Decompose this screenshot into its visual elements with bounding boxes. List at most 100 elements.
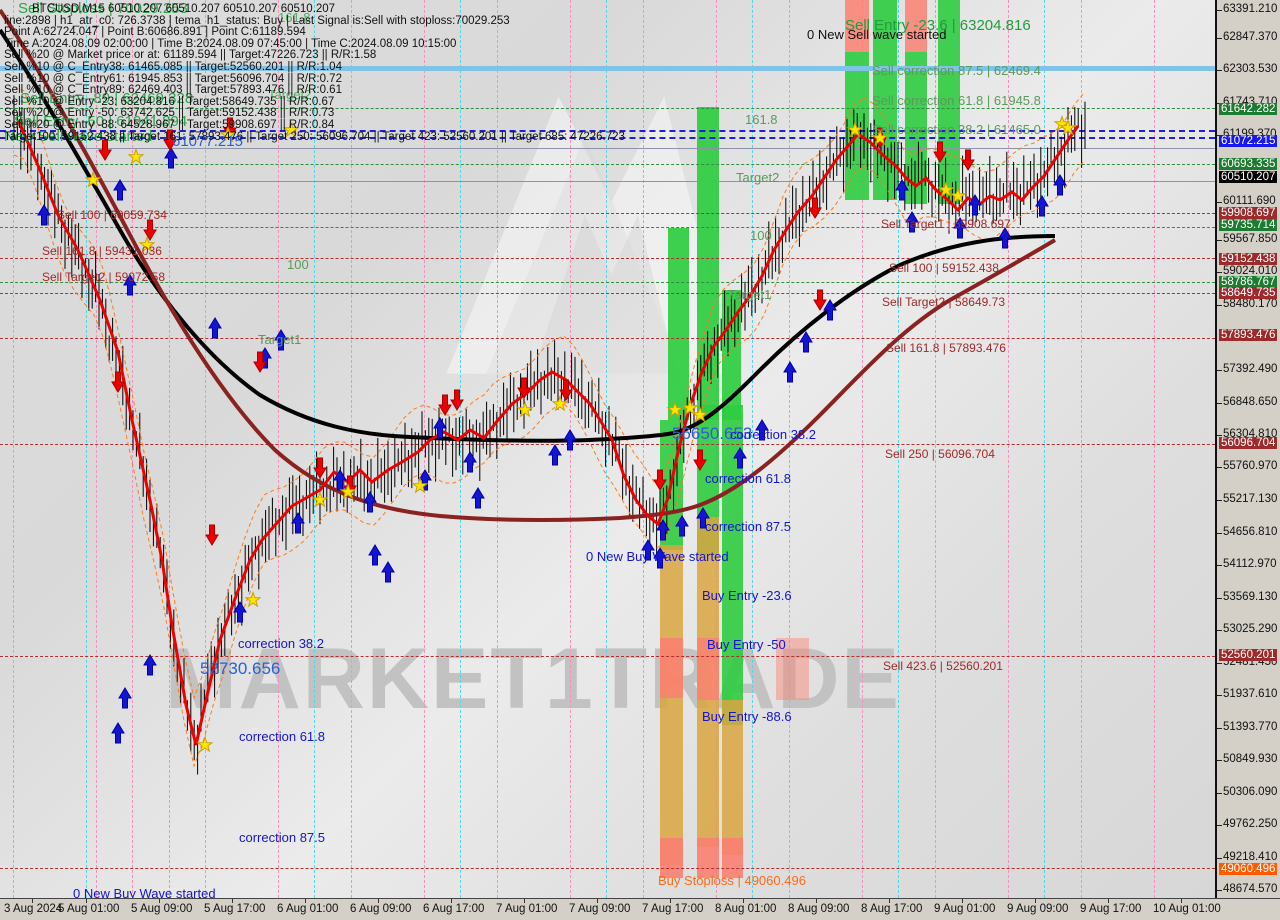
overlapped-label: 61077.215 bbox=[172, 133, 243, 150]
price-tick bbox=[1217, 630, 1222, 631]
price-label: 50849.930 bbox=[1223, 753, 1278, 765]
stoploss-zone bbox=[660, 638, 683, 698]
price-label: 63391.210 bbox=[1223, 3, 1278, 15]
chart-annotation-label: 52730.656 bbox=[200, 659, 281, 678]
signal-markers-layer bbox=[37, 114, 1077, 753]
time-label: 9 Aug 17:00 bbox=[1080, 903, 1142, 915]
price-tick bbox=[1217, 202, 1222, 203]
price-label: 56848.650 bbox=[1223, 396, 1278, 408]
price-tag[interactable]: 61642.282 bbox=[1219, 103, 1278, 115]
price-label: 49218.410 bbox=[1223, 851, 1278, 863]
price-tick bbox=[1217, 825, 1222, 826]
time-axis[interactable]: 3 Aug 2024 5 Aug 01:00 5 Aug 09:00 5 Aug 17… bbox=[0, 898, 1280, 920]
header-line: Point A:62724.047 | Point B:60686.891 | … bbox=[4, 26, 306, 39]
time-tick bbox=[232, 899, 233, 903]
time-label: 5 Aug 09:00 bbox=[131, 903, 193, 915]
header-line: Time A:2024.08.09 02:00:00 | Time B:2024… bbox=[4, 37, 457, 50]
price-tick bbox=[1217, 565, 1222, 566]
time-tick bbox=[86, 899, 87, 903]
overlapped-label: 161.8 bbox=[278, 10, 311, 25]
ema-line bbox=[0, 8, 1057, 523]
stoploss-zone bbox=[697, 638, 719, 700]
stoploss-zone bbox=[776, 638, 809, 700]
price-label: 51393.770 bbox=[1223, 721, 1278, 733]
buy-entry-zone bbox=[660, 545, 683, 865]
price-tag[interactable]: 49060.496 bbox=[1219, 863, 1278, 875]
header-line: Sell %20 @ Entry -88: 64528.967 || Targe… bbox=[4, 118, 335, 131]
price-label: 55760.970 bbox=[1223, 460, 1278, 472]
price-tick bbox=[1217, 10, 1222, 11]
price-tag[interactable]: 60693.335 bbox=[1219, 158, 1278, 170]
price-label: 59024.010 bbox=[1223, 265, 1278, 277]
price-tag[interactable]: 59908.697 bbox=[1219, 207, 1278, 219]
chart-annotation-label: Sell 100 | 60059.734 bbox=[57, 208, 167, 222]
price-tag[interactable]: 58786.767 bbox=[1219, 276, 1278, 288]
time-label: 5 Aug 01:00 bbox=[58, 903, 120, 915]
price-tick bbox=[1217, 500, 1222, 501]
price-tick bbox=[1217, 38, 1222, 39]
time-label: 8 Aug 09:00 bbox=[788, 903, 850, 915]
time-label: 6 Aug 17:00 bbox=[423, 903, 485, 915]
price-tick bbox=[1217, 533, 1222, 534]
header-line: Sell %10 @ C_Entry38: 61465.085 || Targe… bbox=[4, 60, 342, 73]
price-axis[interactable]: 63391.210 62847.370 62303.530 61743.710 6119… bbox=[1215, 0, 1280, 898]
sell-stop-zone bbox=[905, 0, 927, 52]
sell-zone-bar bbox=[697, 107, 719, 420]
chart-annotation-label: 0 New Buy Wave started bbox=[73, 886, 216, 898]
time-tick bbox=[1108, 899, 1109, 903]
price-tick bbox=[1217, 305, 1222, 306]
time-label: 6 Aug 09:00 bbox=[350, 903, 412, 915]
price-label: 59567.850 bbox=[1223, 233, 1278, 245]
chart-annotation-label: Sell 161.8 | 57893.476 bbox=[886, 341, 1006, 355]
price-series-layer bbox=[0, 8, 1086, 775]
time-tick bbox=[816, 899, 817, 903]
header-line: Sell %10 @ C_Entry61: 61945.853 || Targe… bbox=[4, 72, 342, 85]
price-tick bbox=[1217, 435, 1222, 436]
price-tag[interactable]: 60510.207 bbox=[1219, 171, 1278, 183]
time-tick bbox=[889, 899, 890, 903]
time-label: 8 Aug 17:00 bbox=[861, 903, 923, 915]
chart-plot-area[interactable]: MARKET1TRADE bbox=[0, 0, 1215, 898]
price-tag[interactable]: 59735.714 bbox=[1219, 219, 1278, 231]
price-tick bbox=[1217, 240, 1222, 241]
price-tag[interactable]: 59152.438 bbox=[1219, 253, 1278, 265]
sell-zone-bar bbox=[873, 0, 897, 200]
chart-annotation-label: Sell correction 61.8 | 61945.8 bbox=[872, 93, 1041, 108]
time-tick bbox=[305, 899, 306, 903]
time-tick bbox=[962, 899, 963, 903]
sell-stop-zone bbox=[845, 0, 869, 52]
chart-annotation-label: Sell correction 38.2 | 61465.0 bbox=[872, 122, 1041, 137]
price-label: 58480.170 bbox=[1223, 298, 1278, 310]
price-tag[interactable]: 58649.735 bbox=[1219, 287, 1278, 299]
price-tick bbox=[1217, 70, 1222, 71]
chart-annotation-label: correction 87.5 bbox=[705, 519, 791, 534]
time-label: 7 Aug 17:00 bbox=[642, 903, 704, 915]
time-label: 7 Aug 01:00 bbox=[496, 903, 558, 915]
price-label: 55217.130 bbox=[1223, 493, 1278, 505]
price-label: 49762.250 bbox=[1223, 818, 1278, 830]
time-label: 3 Aug 2024 bbox=[4, 903, 63, 915]
overlapped-label: New Sell wave started bbox=[4, 128, 153, 145]
chart-annotation-label: Sell 161.8 | 59431.036 bbox=[42, 244, 162, 258]
price-tag[interactable]: 52560.201 bbox=[1219, 649, 1278, 661]
chart-annotation-label: correction 61.8 bbox=[239, 729, 325, 744]
price-label: 50306.090 bbox=[1223, 786, 1278, 798]
sell-zone-bar bbox=[668, 228, 689, 420]
chart-annotation-label: Sell 250 | 56096.704 bbox=[885, 447, 995, 461]
time-label: 9 Aug 01:00 bbox=[934, 903, 996, 915]
price-label: 62303.530 bbox=[1223, 63, 1278, 75]
price-tag[interactable]: 61072.215 bbox=[1219, 135, 1278, 147]
price-tick bbox=[1217, 272, 1222, 273]
chart-annotation-label: Sell correction 87.5 | 62469.4 bbox=[872, 63, 1041, 78]
price-tag[interactable]: 56096.704 bbox=[1219, 437, 1278, 449]
time-tick bbox=[743, 899, 744, 903]
chart-annotation-label: Sell Target2 | 59072.58 bbox=[42, 270, 165, 284]
chart-annotation-label: 161.8 bbox=[745, 112, 778, 127]
chart-annotation-label: Sell 423.6 | 52560.201 bbox=[883, 659, 1003, 673]
price-tag[interactable]: 57893.476 bbox=[1219, 329, 1278, 341]
price-label: 51937.610 bbox=[1223, 688, 1278, 700]
sell-zone-bar bbox=[722, 290, 741, 420]
chart-annotation-label: Target1 bbox=[728, 287, 772, 302]
chart-annotation-label: correction 38.2 bbox=[730, 427, 816, 442]
chart-annotation-label: Sell 100 | 59152.438 bbox=[889, 261, 999, 275]
